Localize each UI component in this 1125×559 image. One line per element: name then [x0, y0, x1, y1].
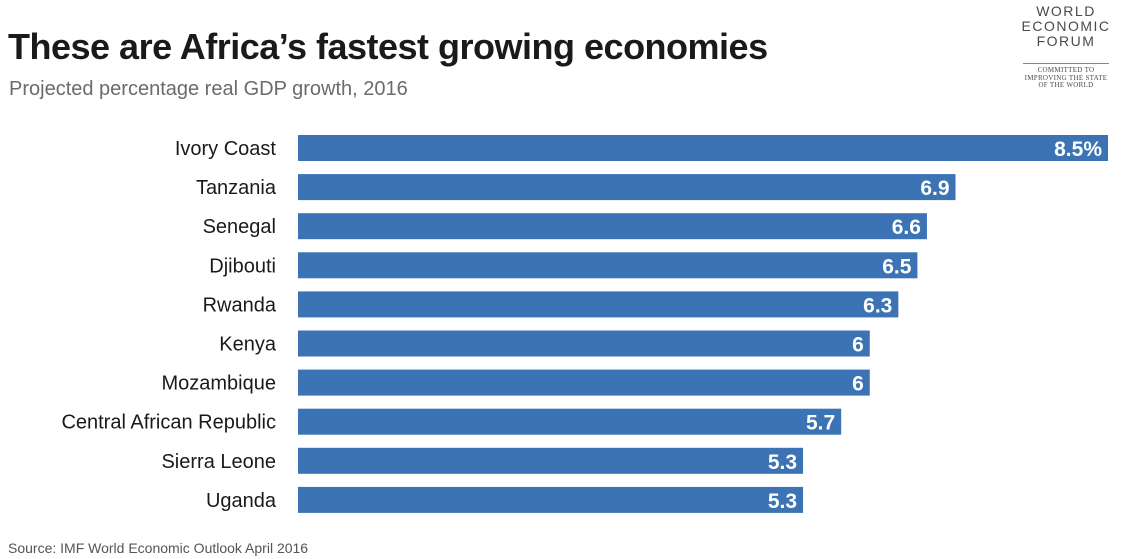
logo-line-2: ECONOMIC — [1021, 18, 1111, 34]
logo-divider — [1023, 63, 1109, 64]
category-label: Tanzania — [196, 177, 277, 199]
category-label: Mozambique — [161, 373, 276, 395]
bar-central-african-republic — [298, 408, 842, 435]
bar-senegal — [298, 213, 927, 240]
category-label: Senegal — [203, 216, 276, 238]
category-label: Sierra Leone — [161, 451, 276, 473]
category-label: Djibouti — [209, 255, 276, 277]
category-label: Central African Republic — [61, 412, 276, 434]
bar-uganda — [298, 486, 804, 513]
bar-mozambique — [298, 369, 870, 396]
bar-chart: Ivory Coast 8.5% Tanzania 6.9 Senegal 6.6 Djib… — [61, 135, 1108, 513]
value-label: 5.7 — [806, 412, 835, 435]
value-label: 5.3 — [768, 451, 797, 474]
logo-line-3: FORUM — [1036, 33, 1096, 49]
category-label: Kenya — [219, 334, 277, 356]
logo-line-1: WORLD — [1036, 3, 1096, 19]
value-label: 6 — [852, 373, 864, 396]
logo-tagline-2: IMPROVING THE STATE — [1024, 73, 1108, 82]
category-label: Ivory Coast — [175, 138, 277, 160]
bar-rwanda — [298, 291, 899, 318]
chart-title: These are Africa’s fastest growing econo… — [8, 26, 768, 67]
category-label: Uganda — [206, 490, 277, 512]
value-label: 8.5% — [1054, 138, 1102, 161]
bar-djibouti — [298, 252, 918, 279]
value-label: 6.9 — [920, 177, 949, 200]
value-label: 6.6 — [892, 216, 921, 239]
source-note: Source: IMF World Economic Outlook April… — [8, 540, 309, 556]
value-label: 5.3 — [768, 490, 797, 513]
wef-logo: WORLD ECONOMIC FORUM COMMITTED TO IMPROV… — [1010, 4, 1122, 100]
logo-tagline-1: COMMITTED TO — [1037, 66, 1095, 74]
bar-kenya — [298, 330, 870, 357]
value-label: 6 — [852, 334, 864, 357]
bar-sierra-leone — [298, 447, 804, 474]
value-label: 6.3 — [863, 294, 892, 317]
bar-ivory-coast — [298, 135, 1108, 161]
chart-subtitle: Projected percentage real GDP growth, 20… — [9, 78, 408, 100]
value-label: 6.5 — [882, 255, 912, 278]
logo-tagline-3: OF THE WORLD — [1038, 81, 1094, 89]
category-label: Rwanda — [203, 294, 277, 316]
bar-tanzania — [298, 174, 956, 201]
